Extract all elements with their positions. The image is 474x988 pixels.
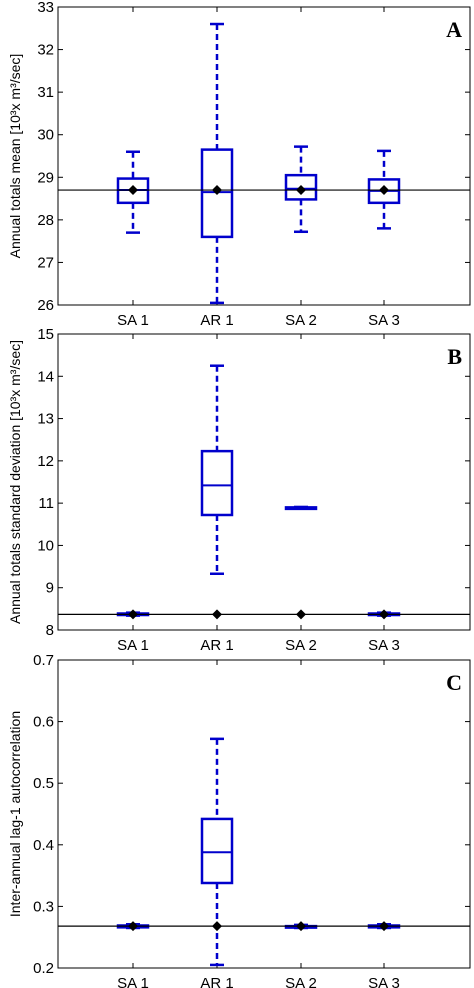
x-tick-label: AR 1 — [200, 312, 233, 329]
y-tick-label: 29 — [37, 169, 54, 186]
mean-marker — [128, 609, 138, 620]
iqr-box — [284, 173, 318, 201]
y-axis-label: Inter-annual lag-1 autocorrelation — [7, 711, 23, 917]
y-tick-label: 32 — [37, 42, 54, 59]
mean-marker — [128, 185, 138, 196]
x-tick-label: AR 1 — [200, 975, 233, 988]
y-tick-label: 30 — [37, 127, 54, 144]
x-tick-label: SA 3 — [368, 637, 400, 654]
mean-marker — [379, 185, 389, 196]
iqr-box — [200, 449, 234, 517]
mean-marker — [212, 921, 222, 932]
box-sa-2 — [284, 145, 318, 234]
y-tick-label: 13 — [37, 411, 54, 428]
y-tick-label: 0.5 — [33, 775, 54, 792]
mean-marker — [212, 609, 222, 620]
x-tick-label: SA 2 — [285, 637, 317, 654]
x-tick-label: SA 3 — [368, 975, 400, 988]
panel-B: 8 9 10 11 12 13 14 15 SA 1 AR 1 SA 2 SA 3 Annual tot… — [7, 326, 471, 654]
y-tick-label: 26 — [37, 297, 54, 314]
x-tick-label: AR 1 — [200, 637, 233, 654]
box-sa-2 — [284, 505, 318, 511]
y-tick-label: 0.7 — [33, 652, 54, 669]
y-tick-label: 9 — [46, 580, 54, 597]
y-tick-label: 0.4 — [33, 837, 54, 854]
x-tick-label: SA 2 — [285, 312, 317, 329]
y-tick-label: 8 — [46, 622, 54, 639]
axes-frame — [57, 659, 471, 969]
iqr-box — [200, 148, 234, 239]
mean-marker — [296, 185, 306, 196]
mean-marker — [379, 921, 389, 932]
x-tick-label: SA 2 — [285, 975, 317, 988]
panel-C: 0.2 0.3 0.4 0.5 0.6 0.7 SA 1 AR 1 SA 2 SA 3 Inter-… — [7, 652, 471, 988]
y-tick-label: 14 — [37, 368, 54, 385]
axes-frame — [57, 6, 471, 306]
x-tick-label: SA 1 — [117, 975, 149, 988]
mean-marker — [128, 921, 138, 932]
y-axis-label: Annual totals standard deviation [10³x m… — [7, 340, 23, 624]
y-tick-label: 0.2 — [33, 960, 54, 977]
y-tick-label: 28 — [37, 212, 54, 229]
y-tick-label: 31 — [37, 84, 54, 101]
mean-marker — [379, 609, 389, 620]
panel-A: 26 27 28 29 30 31 32 33 SA 1 AR 1 SA 2 SA 3 Annual t… — [7, 0, 471, 329]
box-ar-1 — [200, 364, 234, 576]
x-tick-label: SA 1 — [117, 637, 149, 654]
y-axis-label: Annual totals mean [10³x m³/sec] — [7, 54, 23, 259]
y-tick-label: 33 — [37, 0, 54, 16]
x-tick-label: SA 3 — [368, 312, 400, 329]
y-tick-label: 27 — [37, 254, 54, 271]
panel-letter: C — [446, 670, 462, 695]
mean-marker — [212, 185, 222, 196]
mean-marker — [296, 921, 306, 932]
panel-letter: A — [446, 17, 462, 42]
panel-letter: B — [447, 344, 462, 369]
y-tick-label: 15 — [37, 326, 54, 343]
y-tick-label: 0.6 — [33, 714, 54, 731]
mean-marker — [296, 609, 306, 620]
y-tick-label: 10 — [37, 537, 54, 554]
box-ar-1 — [200, 22, 234, 305]
y-tick-label: 0.3 — [33, 898, 54, 915]
y-tick-label: 11 — [38, 495, 54, 512]
axes-frame — [57, 333, 471, 631]
iqr-box — [200, 817, 234, 885]
y-tick-label: 12 — [37, 453, 54, 470]
x-tick-label: SA 1 — [117, 312, 149, 329]
